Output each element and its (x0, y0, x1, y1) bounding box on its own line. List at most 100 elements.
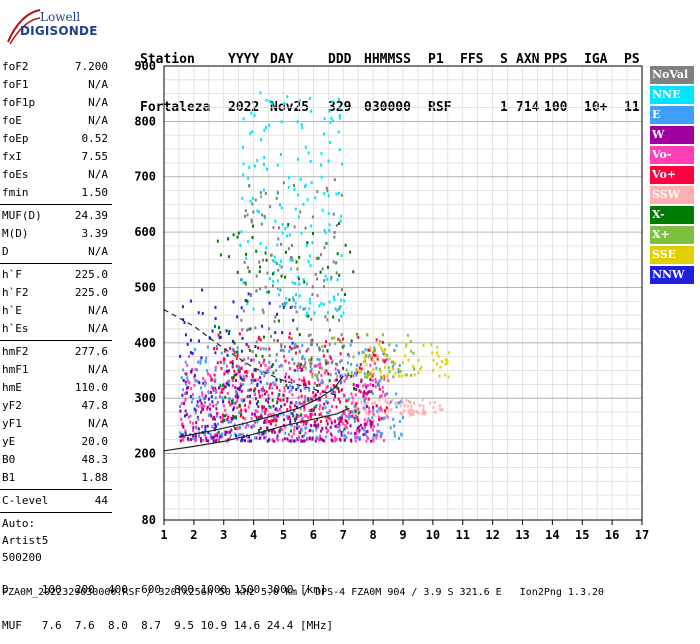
echo-point (189, 338, 192, 342)
echo-point (181, 305, 184, 309)
echo-point (364, 396, 367, 400)
echo-point (353, 416, 356, 420)
echo-point (304, 395, 307, 399)
echo-point (329, 418, 332, 422)
echo-point (283, 355, 286, 359)
echo-point (309, 159, 312, 163)
echo-point (355, 384, 358, 388)
echo-point (287, 439, 290, 443)
echo-point (310, 224, 313, 228)
echo-point (366, 333, 369, 337)
echo-point (370, 375, 373, 379)
param-name: h`Es (2, 322, 29, 335)
echo-point (227, 420, 230, 424)
echo-point (290, 435, 293, 439)
echo-point (345, 376, 348, 380)
echo-point (337, 191, 340, 195)
echo-point (288, 298, 291, 302)
echo-point (313, 364, 316, 368)
echo-point (351, 410, 354, 414)
echo-point (268, 123, 271, 127)
echo-point (367, 397, 370, 401)
echo-point (353, 404, 356, 408)
echo-point (290, 388, 293, 392)
echo-point (407, 409, 410, 413)
echo-point (347, 415, 350, 419)
echo-point (289, 418, 292, 422)
echo-point (337, 390, 340, 394)
echo-point (350, 371, 353, 375)
echo-point (185, 372, 188, 376)
echo-point (183, 414, 186, 418)
echo-point (356, 418, 359, 422)
echo-point (347, 373, 350, 377)
echo-point (280, 364, 283, 368)
echo-point (363, 422, 366, 426)
echo-point (357, 384, 360, 388)
echo-point (340, 359, 343, 363)
echo-point (190, 387, 193, 391)
echo-point (186, 376, 189, 380)
echo-point (276, 287, 279, 291)
echo-point (361, 350, 364, 354)
echo-point (268, 277, 271, 281)
echo-point (328, 342, 331, 346)
echo-point (285, 297, 288, 301)
echo-point (202, 397, 205, 401)
echo-point (237, 231, 240, 235)
echo-point (316, 417, 319, 421)
echo-point (412, 412, 415, 416)
echo-point (186, 436, 189, 440)
param-row: hmF1 N/A (0, 361, 114, 379)
echo-point (372, 359, 375, 363)
param-row: yF1 N/A (0, 415, 114, 433)
echo-point (294, 305, 297, 309)
echo-point (250, 381, 253, 385)
x-tick-label: 16 (605, 528, 619, 542)
param-separator (0, 340, 112, 341)
echo-point (305, 349, 308, 353)
echo-point (366, 383, 369, 387)
echo-point (333, 336, 336, 340)
echo-point (245, 435, 248, 439)
echo-point (375, 436, 378, 440)
echo-point (238, 365, 241, 369)
echo-point (241, 145, 244, 149)
echo-point (291, 305, 294, 309)
echo-point (281, 331, 284, 335)
echo-point (365, 411, 368, 415)
echo-point (224, 370, 227, 374)
echo-point (302, 202, 305, 206)
param-name: foF1p (2, 96, 36, 109)
echo-point (184, 360, 187, 364)
echo-point (184, 380, 187, 384)
echo-point (310, 362, 313, 366)
echo-point (184, 398, 187, 402)
echo-point (185, 382, 188, 386)
echo-point (289, 345, 292, 349)
echo-point (357, 425, 360, 429)
echo-point (438, 404, 441, 408)
echo-point (295, 260, 298, 264)
echo-point (246, 266, 249, 270)
echo-point (232, 375, 235, 379)
legend-entry-ssw: SSW (650, 186, 694, 204)
echo-point (354, 418, 357, 422)
echo-point (182, 424, 185, 428)
echo-point (387, 366, 390, 370)
echo-point (217, 430, 220, 434)
echo-point (246, 328, 249, 332)
param-row: B1 1.88 (0, 469, 114, 487)
echo-point (181, 422, 184, 426)
echo-point (292, 318, 295, 322)
echo-point (315, 428, 318, 432)
echo-point (257, 405, 260, 409)
echo-point (327, 429, 330, 433)
echo-point (244, 362, 247, 366)
echo-point (232, 348, 235, 352)
echo-point (309, 414, 312, 418)
echo-point (343, 427, 346, 431)
echo-point (304, 398, 307, 402)
echo-point (317, 398, 320, 402)
echo-point (261, 406, 264, 410)
